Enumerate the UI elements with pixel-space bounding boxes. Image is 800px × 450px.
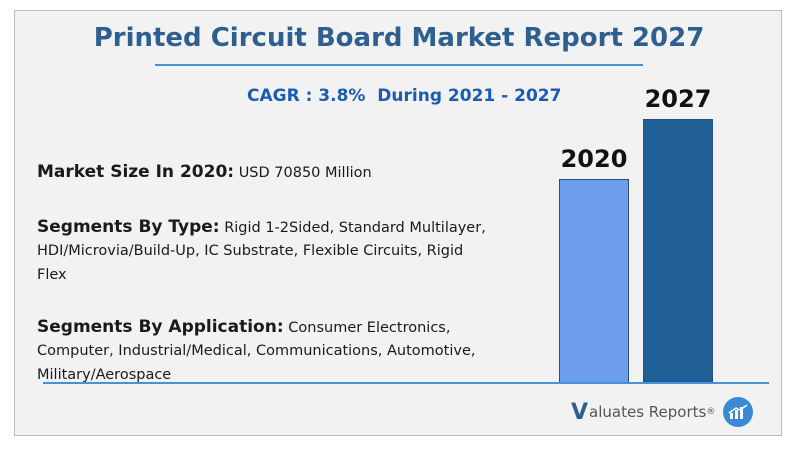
logo-text: aluates Reports [589,403,707,421]
segments-application-line-3: Military/Aerospace [37,367,172,383]
report-card: Printed Circuit Board Market Report 2027… [14,10,782,436]
segments-type-label: Segments By Type: [37,217,220,237]
market-size-value: USD 70850 Million [238,165,372,181]
segments-application-text-1: Consumer Electronics, [288,320,451,336]
segments-application-line-2: Computer, Industrial/Medical, Communicat… [37,343,476,359]
segments-application-line-1: Segments By Application: Consumer Electr… [37,316,450,340]
logo-registered-mark: ® [706,407,716,417]
segments-type-line-3: Flex [37,267,67,283]
chart-baseline [43,382,769,384]
segments-type-text-1: Rigid 1-2Sided, Standard Multilayer, [224,220,486,236]
cagr-text: CAGR : 3.8% During 2021 - 2027 [247,86,562,106]
page-title: Printed Circuit Board Market Report 2027 [93,23,705,53]
title-underline [155,64,643,66]
bar-2027 [643,119,713,383]
logo-chart-icon [723,397,754,427]
segments-type-line-1: Segments By Type: Rigid 1-2Sided, Standa… [37,216,486,240]
logo-initial: V [571,399,589,425]
market-size-line: Market Size In 2020: USD 70850 Million [37,161,372,185]
segments-type-line-2: HDI/Microvia/Build-Up, IC Substrate, Fle… [37,243,464,259]
market-size-label: Market Size In 2020: [37,162,235,182]
bar-label-2027: 2027 [644,85,712,113]
segments-application-label: Segments By Application: [37,317,284,337]
bar-2020 [559,179,629,383]
valuates-reports-logo: V aluates Reports ® [571,397,754,427]
bar-label-2020: 2020 [560,145,628,174]
